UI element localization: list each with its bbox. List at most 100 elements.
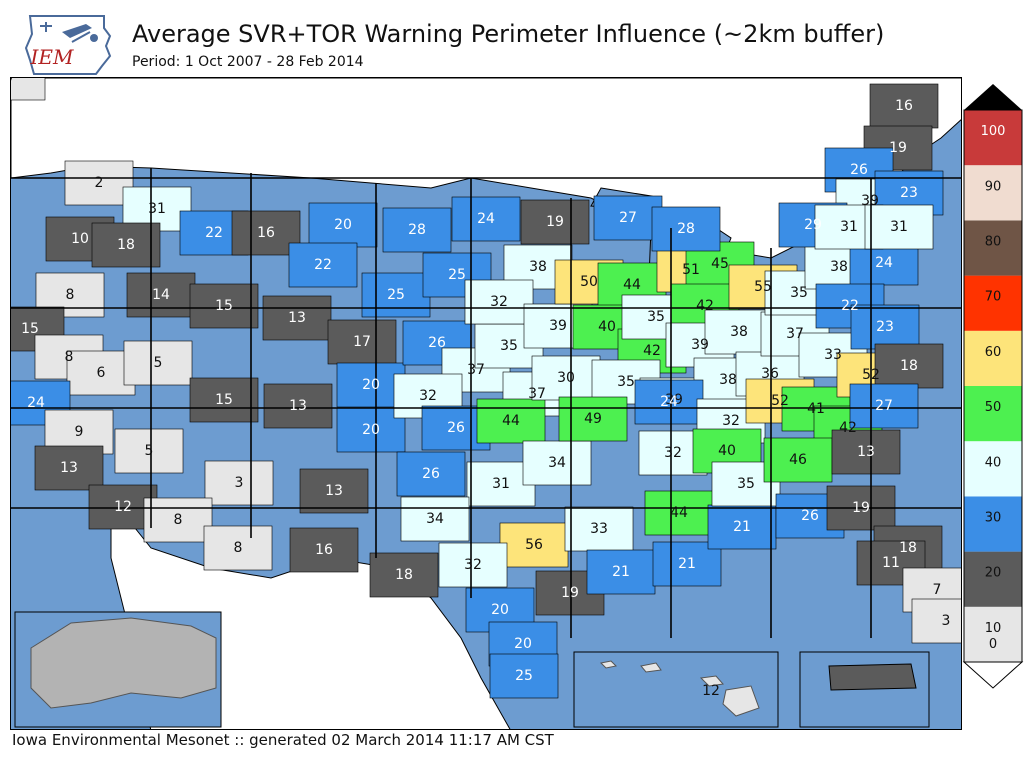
legend-label: 0	[989, 637, 997, 652]
region-value: 18	[900, 358, 918, 374]
region-cell	[336, 407, 406, 453]
region-cell	[911, 598, 961, 644]
region-value: 6	[97, 365, 106, 381]
region-value: 20	[514, 636, 532, 652]
region-value: 24	[660, 394, 678, 410]
region-value: 32	[419, 388, 437, 404]
region-cell	[644, 490, 714, 536]
region-value: 31	[492, 476, 510, 492]
legend-label: 50	[985, 400, 1002, 415]
region-cell	[369, 552, 439, 598]
region-value: 38	[529, 259, 547, 275]
region-value: 55	[754, 279, 772, 295]
region-cell	[11, 78, 46, 101]
region-value: 42	[696, 298, 714, 314]
region-value: 37	[467, 362, 485, 378]
region-value: 9	[75, 424, 84, 440]
region-cell	[831, 429, 901, 475]
region-value: 37	[786, 326, 804, 342]
region-value: 37	[528, 386, 546, 402]
color-legend: 0 10 20 30 40 50 60 70 80 90 100	[962, 82, 1024, 692]
region-cell	[361, 272, 431, 318]
region-value: 49	[584, 411, 602, 427]
region-value: 5	[154, 355, 163, 371]
region-value: 26	[801, 508, 819, 524]
region-value: 28	[677, 221, 695, 237]
legend-label: 90	[985, 179, 1002, 194]
map-canvas: 2 31 10 18 22 16 20 28 24 19 27 8 14 15 22 13 25 25 17 15 8 6…	[11, 78, 961, 729]
region-cell	[849, 383, 919, 429]
region-value: 8	[174, 512, 183, 528]
legend-label: 70	[985, 290, 1002, 305]
legend-band	[964, 275, 1022, 331]
region-cell	[707, 504, 777, 550]
region-cell	[869, 83, 939, 129]
region-value: 17	[353, 334, 371, 350]
region-value: 22	[314, 257, 332, 273]
region-value: 33	[590, 521, 608, 537]
region-value: 39	[861, 193, 879, 209]
region-value: 22	[205, 225, 223, 241]
legend-label: 20	[985, 566, 1002, 581]
region-cell	[499, 522, 569, 568]
region-value: 23	[876, 319, 894, 335]
region-value: 3	[942, 613, 951, 629]
legend-min-arrow	[962, 661, 1024, 689]
region-value: 44	[623, 277, 641, 293]
region-value: 35	[500, 338, 518, 354]
region-value: 14	[152, 287, 170, 303]
region-value: 40	[598, 319, 616, 335]
region-value: 18	[117, 237, 135, 253]
region-cell	[123, 340, 193, 386]
region-value: 20	[362, 377, 380, 393]
region-value: 19	[546, 214, 564, 230]
region-value: 20	[334, 217, 352, 233]
region-value: 32	[490, 294, 508, 310]
region-value: 50	[580, 274, 598, 290]
region-value: 12	[702, 683, 720, 699]
region-value: 19	[852, 500, 870, 516]
region-cell	[476, 398, 546, 444]
region-cell	[763, 437, 833, 483]
region-value: 32	[664, 445, 682, 461]
region-cell	[91, 222, 161, 268]
region-value: 32	[722, 413, 740, 429]
region-cell	[864, 204, 934, 250]
region-cell	[66, 350, 136, 396]
region-value: 44	[502, 413, 520, 429]
region-value: 20	[491, 602, 509, 618]
region-value: 13	[857, 444, 875, 460]
region-cell	[34, 445, 104, 491]
region-value: 30	[557, 370, 575, 386]
region-cell	[203, 525, 273, 571]
legend-band	[964, 165, 1022, 221]
region-value: 18	[899, 540, 917, 556]
region-cell	[289, 527, 359, 573]
legend-label: 100	[981, 124, 1006, 139]
map-subtitle: Period: 1 Oct 2007 - 28 Feb 2014	[132, 54, 364, 70]
region-value: 7	[933, 582, 942, 598]
region-value: 38	[830, 259, 848, 275]
region-value: 52	[771, 393, 789, 409]
region-value: 5	[145, 443, 154, 459]
region-cell	[400, 496, 470, 542]
logo-text: IEM	[30, 45, 75, 69]
region-value: 8	[66, 287, 75, 303]
region-value: 3	[235, 475, 244, 491]
region-value: 18	[395, 567, 413, 583]
legend-band	[964, 496, 1022, 552]
legend-label: 80	[985, 235, 1002, 250]
region-value: 19	[561, 585, 579, 601]
region-value: 24	[27, 395, 45, 411]
region-value: 16	[315, 542, 333, 558]
hawaii-inset: 12	[573, 651, 779, 728]
region-value: 39	[549, 318, 567, 334]
region-value: 25	[515, 668, 533, 684]
region-cell	[299, 468, 369, 514]
region-cell	[652, 541, 722, 587]
region-cell	[489, 653, 559, 699]
region-cell	[651, 206, 721, 252]
region-value: 20	[362, 422, 380, 438]
region-value: 39	[665, 392, 683, 408]
region-cell	[531, 355, 601, 401]
